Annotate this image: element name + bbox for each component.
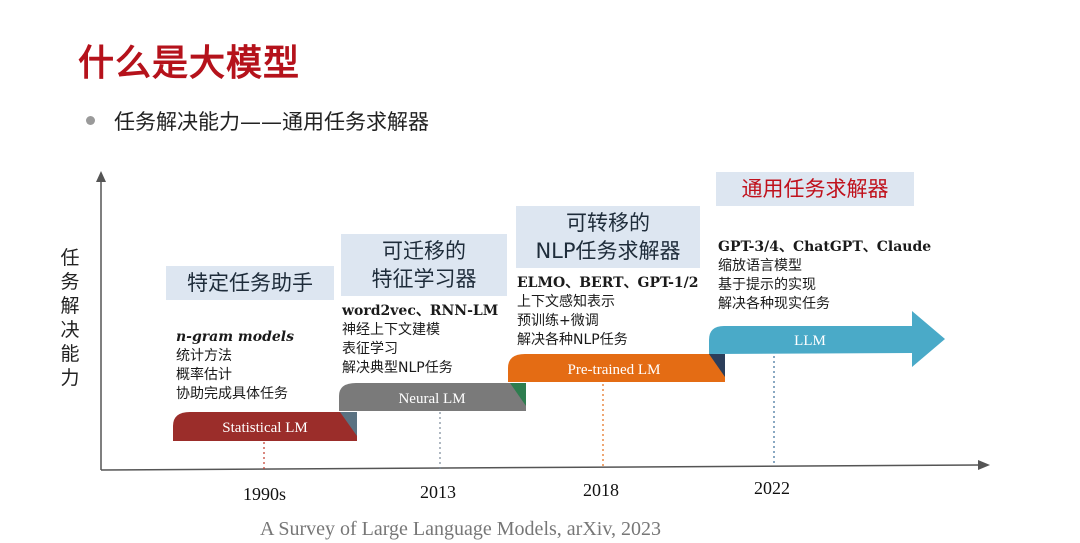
desc-head: ELMO、BERT、GPT-1/2	[517, 275, 699, 291]
stage-label-general-task-solver: 通用任务求解器	[716, 172, 914, 206]
stage-label-transferable-feature-learner: 可迁移的 特征学习器	[341, 234, 507, 296]
y-axis-char: 务	[60, 271, 80, 293]
bar-label-llm: LLM	[794, 333, 826, 349]
desc-line: 解决各种NLP任务	[517, 332, 628, 348]
stage-label-transferable-nlp-solver: 可转移的 NLP任务求解器	[516, 206, 700, 268]
bar-label-pretrained-lm: Pre-trained LM	[568, 362, 661, 378]
x-axis-arrowhead	[978, 460, 990, 470]
year-label-2022: 2022	[754, 478, 790, 498]
desc-line: 上下文感知表示	[517, 294, 615, 310]
bar-label-statistical-lm: Statistical LM	[222, 420, 307, 436]
desc-head: word2vec、RNN-LM	[342, 303, 499, 319]
y-axis-char: 能	[60, 343, 80, 365]
page-title: 什么是大模型	[78, 43, 301, 84]
bar-neural-lm	[339, 383, 526, 411]
bullet-text: 任务解决能力——通用任务求解器	[114, 110, 429, 134]
bar-fold	[340, 412, 357, 436]
y-axis-char: 任	[60, 247, 80, 269]
stage-desc-llm: GPT-3/4、ChatGPT、Claude 缩放语言模型 基于提示的实现 解决…	[718, 238, 931, 314]
bar-fold	[709, 354, 725, 377]
bar-pretrained-lm	[508, 354, 725, 382]
year-label-2018: 2018	[583, 480, 619, 500]
year-label-1990s: 1990s	[243, 484, 287, 504]
bar-label-neural-lm: Neural LM	[398, 391, 465, 407]
y-axis-char: 决	[60, 319, 80, 341]
desc-line: 缩放语言模型	[718, 258, 802, 274]
desc-line: 基于提示的实现	[718, 277, 816, 293]
desc-line: 协助完成具体任务	[176, 386, 288, 402]
stage-label-task-specific: 特定任务助手	[166, 266, 334, 300]
citation: A Survey of Large Language Models, arXiv…	[260, 518, 662, 540]
desc-line: 统计方法	[176, 348, 232, 364]
stage-desc-neural: word2vec、RNN-LM 神经上下文建模 表征学习 解决典型NLP任务	[342, 302, 498, 378]
desc-line: 神经上下文建模	[342, 322, 440, 338]
bar-llm-arrow	[709, 311, 945, 367]
y-axis-label: 任 务 解 决 能 力	[57, 246, 83, 390]
desc-line: 解决各种现实任务	[718, 296, 830, 312]
bar-fold	[510, 383, 526, 406]
desc-head: GPT-3/4、ChatGPT、Claude	[718, 239, 932, 255]
desc-line: 预训练+微调	[517, 313, 599, 329]
y-axis-arrowhead	[96, 171, 106, 182]
stage-desc-statistical: n-gram models 统计方法 概率估计 协助完成具体任务	[176, 328, 294, 404]
bar-statistical-lm	[173, 412, 357, 441]
desc-head: n-gram models	[176, 329, 294, 345]
desc-line: 表征学习	[342, 341, 398, 357]
y-axis-char: 力	[60, 367, 80, 389]
y-axis-char: 解	[60, 295, 80, 317]
bullet-dot	[86, 116, 95, 125]
year-label-2013: 2013	[420, 482, 456, 502]
desc-line: 概率估计	[176, 367, 232, 383]
desc-line: 解决典型NLP任务	[342, 360, 453, 376]
x-axis-line	[100, 464, 981, 471]
stage-desc-pretrained: ELMO、BERT、GPT-1/2 上下文感知表示 预训练+微调 解决各种NLP…	[517, 274, 699, 350]
